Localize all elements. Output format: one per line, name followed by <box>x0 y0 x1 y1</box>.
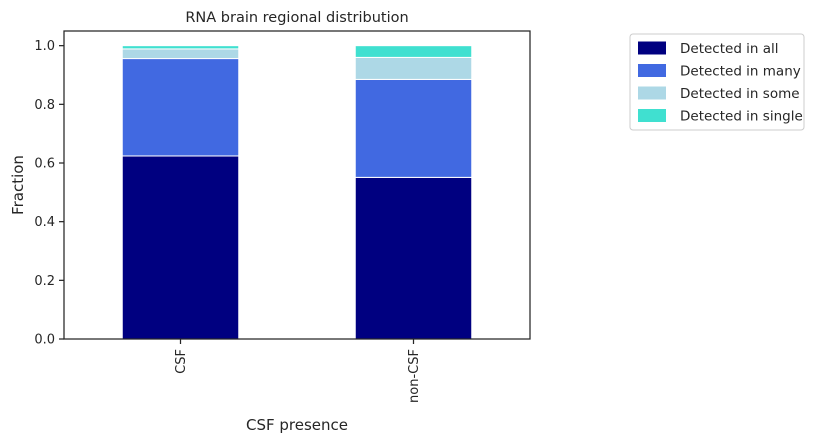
y-tick-label: 0.4 <box>34 215 55 230</box>
chart-title: RNA brain regional distribution <box>185 10 408 26</box>
legend-frame <box>629 33 805 131</box>
y-tick-label: 0.8 <box>34 98 55 113</box>
bar-csf-detected-in-some <box>121 48 240 60</box>
bar-non-csf-detected-in-some <box>354 56 473 80</box>
x-axis-label: CSF presence <box>246 416 348 434</box>
legend: Detected in all Detected in many Detected … <box>629 33 805 131</box>
legend-label-detected-in-many: Detected in many <box>680 64 801 80</box>
legend-label-detected-in-all: Detected in all <box>680 41 779 57</box>
bar-non-csf-detected-in-all <box>354 176 473 340</box>
y-tick-label: 0.2 <box>34 274 55 289</box>
bar-csf-detected-in-all <box>121 155 240 340</box>
plot-frame <box>63 30 531 340</box>
y-axis: 0.0 0.2 0.4 0.6 0.8 1.0 <box>34 39 64 348</box>
bar-non-csf-detected-in-single <box>354 45 473 58</box>
y-tick-label: 0.0 <box>34 333 55 348</box>
y-tick-label: 0.6 <box>34 157 55 172</box>
legend-swatch-detected-in-all <box>638 41 666 55</box>
legend-label-detected-in-some: Detected in some <box>680 86 800 102</box>
bar-csf-detected-in-many <box>121 58 240 157</box>
y-axis-label: Fraction <box>9 155 27 215</box>
legend-swatch-detected-in-single <box>638 109 666 122</box>
x-tick-label: non-CSF <box>407 349 422 403</box>
bar-non-csf-detected-in-many <box>354 78 473 178</box>
x-tick-label: CSF <box>174 349 189 374</box>
bars-group <box>121 45 473 340</box>
y-tick-label: 1.0 <box>34 39 55 54</box>
legend-label-detected-in-single: Detected in single <box>680 109 803 125</box>
legend-swatch-detected-in-many <box>638 64 666 77</box>
legend-swatch-detected-in-some <box>638 86 666 100</box>
bar-csf-detected-in-single <box>121 45 240 50</box>
x-axis: CSF non-CSF <box>174 339 422 403</box>
